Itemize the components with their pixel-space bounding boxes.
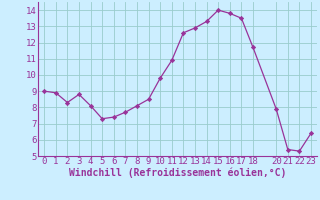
X-axis label: Windchill (Refroidissement éolien,°C): Windchill (Refroidissement éolien,°C) xyxy=(69,168,286,178)
